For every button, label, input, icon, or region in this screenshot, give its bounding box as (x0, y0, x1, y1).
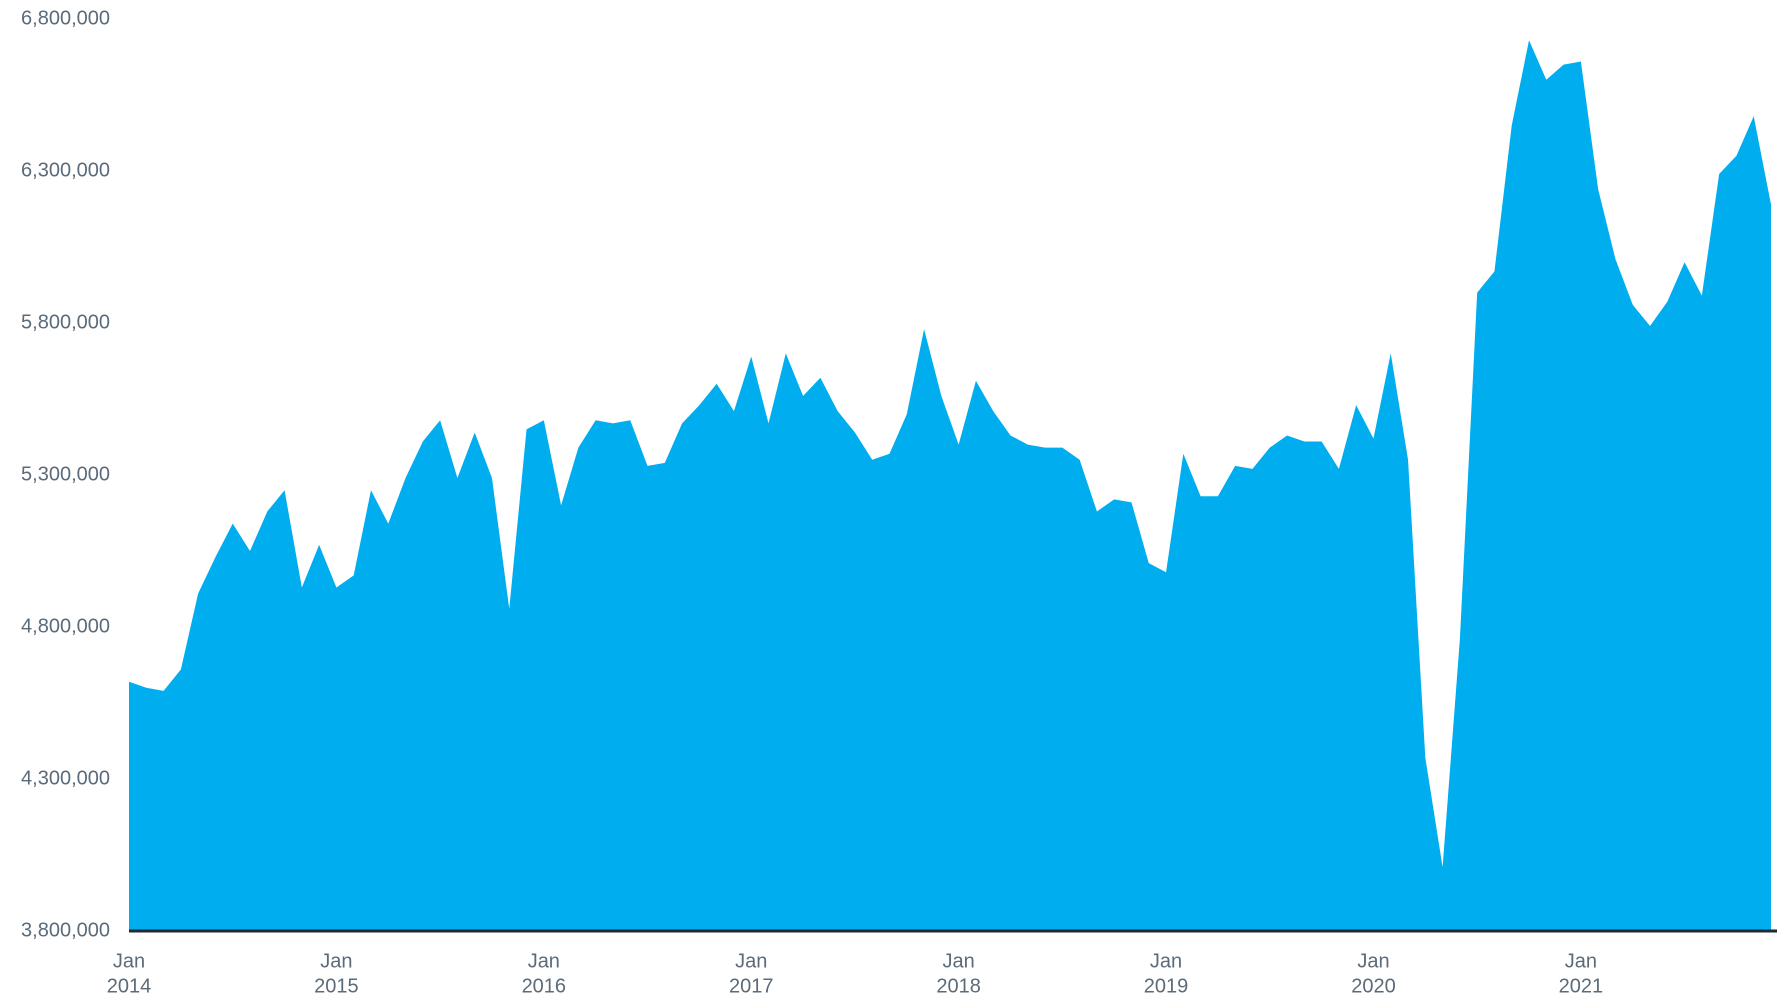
x-tick-label: 2014 (107, 975, 152, 997)
y-tick-label: 4,800,000 (21, 615, 110, 637)
y-tick-label: 3,800,000 (21, 919, 110, 941)
x-tick-label: Jan (320, 950, 352, 972)
y-tick-label: 6,800,000 (21, 7, 110, 29)
y-tick-label: 4,300,000 (21, 767, 110, 789)
x-tick-label: 2018 (936, 975, 981, 997)
area (129, 40, 1771, 931)
x-tick-label: 2021 (1559, 975, 1604, 997)
x-tick-label: 2016 (522, 975, 567, 997)
x-tick-label: Jan (735, 950, 767, 972)
x-tick-label: 2019 (1144, 975, 1189, 997)
x-tick-label: Jan (528, 950, 560, 972)
y-tick-label: 5,300,000 (21, 463, 110, 485)
x-tick-label: Jan (113, 950, 145, 972)
y-tick-label: 5,800,000 (21, 311, 110, 333)
x-tick-label: Jan (1565, 950, 1597, 972)
x-tick-label: 2020 (1351, 975, 1396, 997)
y-tick-label: 6,300,000 (21, 159, 110, 181)
x-tick-label: Jan (943, 950, 975, 972)
x-tick-label: 2017 (729, 975, 774, 997)
x-tick-label: Jan (1150, 950, 1182, 972)
x-tick-label: 2015 (314, 975, 359, 997)
x-tick-label: Jan (1357, 950, 1389, 972)
